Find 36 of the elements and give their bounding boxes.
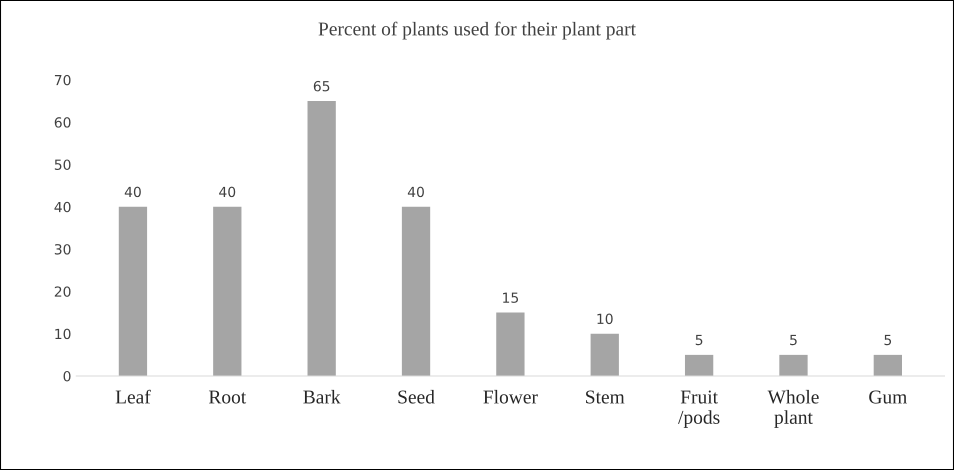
data-label: 5 [884, 334, 892, 346]
data-label: 65 [314, 80, 330, 92]
bar [213, 206, 242, 376]
y-tick-label: 30 [54, 244, 71, 255]
data-label: 15 [503, 292, 518, 303]
chart-title: Percent of plants used for their plant part [318, 22, 636, 40]
x-tick-label: Bark [303, 390, 341, 404]
x-tick-label: Seed [398, 390, 435, 404]
bar [590, 334, 619, 376]
data-label: 40 [408, 186, 424, 198]
x-tick-label: Root [208, 390, 246, 404]
data-label: 40 [124, 186, 141, 198]
x-tick-label: Whole plant [768, 390, 819, 428]
y-tick-label: 70 [54, 74, 71, 86]
data-label: 5 [696, 334, 702, 346]
y-tick-label: 50 [54, 159, 71, 170]
x-tick-label: Stem [586, 390, 624, 404]
y-tick-label: 40 [54, 202, 71, 212]
bar [308, 101, 336, 376]
data-label: 5 [790, 334, 797, 346]
y-tick-label: 20 [54, 286, 71, 297]
y-tick-label: 0 [64, 370, 71, 382]
bar [118, 206, 148, 376]
bar [496, 312, 525, 376]
y-tick-label: 60 [54, 117, 71, 128]
x-tick-label: Flower [483, 390, 538, 404]
bar [874, 354, 902, 376]
data-label: 40 [219, 186, 236, 198]
y-tick-label: 10 [55, 328, 71, 340]
bar [684, 354, 714, 376]
x-tick-label: Leaf [116, 390, 151, 404]
x-tick-label: Gum [869, 390, 907, 404]
x-tick-label: Fruit /pods [678, 390, 720, 428]
bar [402, 206, 430, 376]
bar [779, 354, 808, 376]
data-label: 10 [597, 314, 613, 324]
